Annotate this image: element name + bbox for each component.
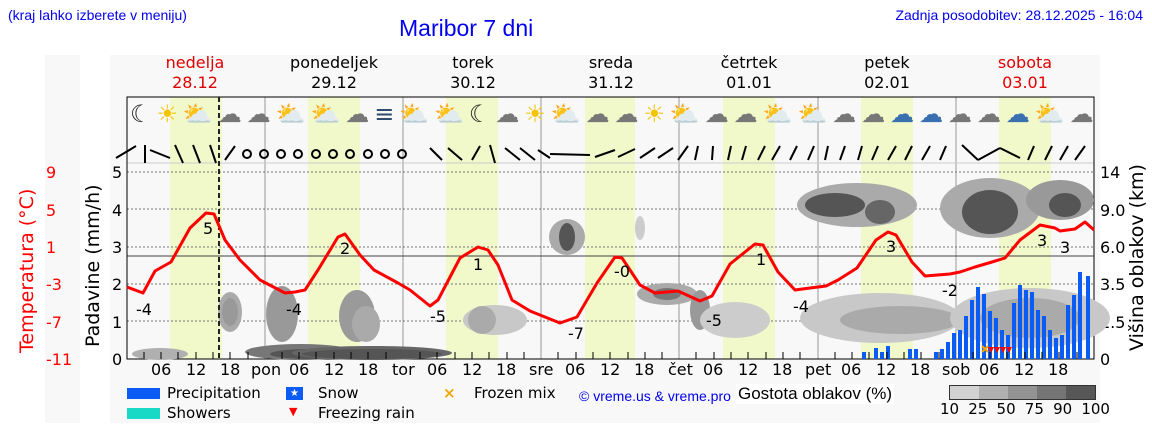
svg-text:1: 1 (756, 250, 766, 269)
moon-cloud-icon: ☁ (217, 100, 242, 128)
snow-icon: ★ (286, 387, 303, 400)
page-title: Maribor 7 dni (399, 15, 534, 41)
cloud-sun-icon: ⛅ (275, 100, 306, 128)
svg-text:-7: -7 (568, 324, 584, 343)
precipitation-bars (862, 272, 1090, 359)
temp-extreme-labels: -4 5 -4 2 -5 1 -7 -0 -5 1 -4 3 -2 3 3 (136, 219, 1070, 343)
cloud-density-label: Gostota oblakov (%) (736, 384, 895, 404)
weather-icon-row: ☾ ☀ ⛅ ☁ ☁ ⛅ ⛅ ☁ ≡ ⛅ ⛅ ☾ ☁ ☀ ⛅ ☁ ☁ ☀ ⛅ ☁ … (130, 97, 1094, 132)
svg-text:3: 3 (1060, 238, 1070, 257)
svg-text:3: 3 (886, 237, 896, 256)
precipitation-swatch (127, 388, 160, 399)
cloud-snow-icon: ☁ (1005, 100, 1030, 128)
svg-text:-4: -4 (136, 300, 152, 319)
moon-cloud-icon: ☁ (704, 100, 729, 128)
legend-freezing-rain: Freezing rain (318, 404, 415, 422)
day-header: sreda 31.12 (588, 53, 634, 92)
moon-cloud-rain-icon: ☁ (1069, 100, 1094, 128)
freezing-rain-icon: ▼ (289, 405, 298, 418)
svg-text:3: 3 (1037, 231, 1047, 250)
day-header: četrtek 01.01 (720, 53, 778, 92)
cloud-snow-icon: ☁ (890, 100, 915, 128)
moon-cloud-icon: ☁ (832, 100, 857, 128)
svg-text:2: 2 (340, 239, 350, 258)
moon-cloud-icon: ☁ (585, 100, 610, 128)
showers-swatch (127, 408, 160, 419)
cloud-density-map (132, 178, 1110, 360)
sun-icon: ☀ (643, 100, 665, 128)
svg-text:-2: -2 (942, 281, 958, 300)
legend-showers: Showers (167, 404, 231, 422)
sun-icon: ☀ (524, 100, 546, 128)
svg-text:-5: -5 (430, 307, 446, 326)
frozen-mix-icon: × (443, 384, 456, 402)
moon-cloud-snow-icon: ☁ (976, 100, 1001, 128)
moon-cloud-snow-icon: ☁ (948, 100, 973, 128)
sun-cloud-rain-icon: ⛅ (1034, 100, 1065, 128)
day-header: torek 30.12 (450, 53, 496, 92)
sun-cloud-icon: ⛅ (762, 100, 793, 128)
moon-cloud-icon: ☁ (614, 100, 639, 128)
moon-icon: ☾ (130, 100, 152, 128)
svg-text:5: 5 (203, 219, 213, 238)
sun-cloud-icon: ⛅ (434, 100, 464, 128)
sun-cloud-icon: ⛅ (399, 100, 430, 128)
moon-fog-icon: ≡ (374, 100, 395, 128)
cloud-density-ticks: 10 25 50 75 90 100 (940, 400, 1110, 418)
cloud-density-scale (949, 385, 1096, 400)
legend-snow: Snow (318, 384, 359, 402)
sun-cloud-icon: ⛅ (797, 100, 828, 128)
location-hint: (kraj lahko izberete v meniju) (8, 7, 187, 23)
moon-icon: ☾ (468, 100, 491, 128)
svg-text:-4: -4 (793, 297, 809, 316)
day-header: nedelja 28.12 (165, 53, 225, 92)
sun-cloud-icon: ⛅ (550, 100, 581, 128)
moon-cloud-icon: ☁ (345, 100, 370, 128)
cloud-snow-icon: ☁ (919, 100, 944, 128)
moon-cloud-icon: ☁ (733, 100, 758, 128)
day-header: sobota 03.01 (997, 53, 1053, 92)
temp-axis-strip (45, 55, 80, 423)
sun-icon: ☀ (156, 100, 178, 128)
moon-cloud-icon: ☁ (495, 100, 520, 128)
svg-text:-0: -0 (614, 262, 630, 281)
svg-text:1: 1 (473, 255, 483, 274)
temperature-line (126, 211, 1095, 325)
sun-cloud-icon: ⛅ (310, 100, 341, 128)
day-header: petek 02.01 (864, 53, 910, 92)
copyright-link[interactable]: © vreme.us & vreme.pro (579, 388, 731, 404)
legend-precipitation: Precipitation (167, 384, 261, 402)
x-minor-ticks (143, 352, 1078, 359)
wind-barbs (115, 144, 1086, 164)
last-updated: Zadnja posodobitev: 28.12.2025 - 16:04 (895, 7, 1143, 23)
frozen-mix-marker (981, 345, 989, 353)
svg-text:-4: -4 (286, 300, 302, 319)
sun-cloud-icon: ⛅ (669, 100, 700, 128)
svg-text:-5: -5 (706, 311, 722, 330)
day-header: ponedeljek 29.12 (290, 53, 378, 92)
freezing-rain-markers (988, 347, 1012, 353)
moon-cloud-icon: ☁ (246, 100, 271, 128)
legend-frozen-mix: Frozen mix (474, 384, 556, 402)
sun-cloud-icon: ⛅ (182, 100, 213, 128)
moon-cloud-icon: ☁ (861, 100, 886, 128)
